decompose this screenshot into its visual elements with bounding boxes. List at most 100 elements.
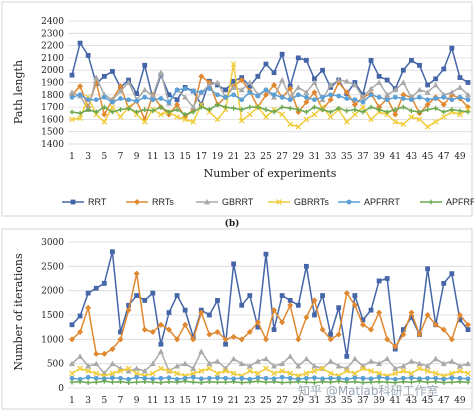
y-tick-label: 1700 [41, 103, 64, 113]
series-apfrrt-point [457, 375, 463, 381]
y-tick-label: 1600 [41, 115, 64, 125]
series-gbrrts-point [101, 119, 108, 125]
series-rrts-point [279, 319, 286, 326]
series-gbrrt-point [456, 84, 463, 90]
series-gbrrt-point [359, 94, 366, 100]
series-gbrrt-point [456, 363, 463, 369]
series-gbrrt-point [392, 365, 399, 371]
x-tick-label: 15 [179, 396, 191, 406]
series-gbrrts-point [238, 117, 245, 124]
series-gbrrts-point [360, 365, 366, 372]
series-apfrrts-point [400, 104, 406, 110]
series-rrt-point [247, 83, 253, 89]
series-rrt-point [368, 57, 374, 63]
top-x-tick-labels: 1 3 5 7 9 11 13 15 17 19 21 23 25 27 29 31 33 35 37 39 41 43 4… [69, 152, 466, 162]
series-apfrrt-point [142, 375, 148, 381]
series-apfrrts-point [110, 109, 115, 115]
series-apfrrts-point [417, 378, 422, 384]
series-rrt-point [93, 285, 99, 291]
series-rrt-point [352, 293, 358, 298]
series-apfrrt-point [134, 98, 140, 104]
series-apfrrt-point [118, 375, 123, 381]
series-rrt-point [344, 353, 350, 359]
series-apfrrts-point [425, 107, 430, 112]
series-rrt-point [441, 280, 447, 286]
x-tick-label: 5 [101, 152, 107, 162]
series-gbrrt-point [141, 86, 148, 93]
series-gbrrt-point [214, 358, 221, 364]
series-apfrrt-point [392, 94, 398, 100]
series-gbrrts-point [133, 370, 140, 377]
series-gbrrts-point [327, 370, 334, 377]
legend-label: GBRRTs [294, 197, 329, 207]
series-rrt-point [69, 322, 75, 328]
series-rrt-point [77, 313, 83, 319]
series-rrt-point [166, 310, 172, 315]
legend-swatch-marker [134, 199, 140, 205]
series-rrts-point [351, 302, 358, 309]
series-gbrrts-point [166, 368, 172, 374]
series-apfrrt-point [384, 97, 390, 103]
series-apfrrts-point [101, 104, 107, 110]
series-apfrrt-point [303, 94, 309, 100]
series-rrt-point [166, 92, 172, 98]
series-gbrrt-point [133, 365, 140, 371]
series-apfrrts-point [93, 379, 99, 385]
series-rrts-point [85, 304, 92, 311]
series-gbrrts-point [133, 111, 140, 118]
series-rrt-point [368, 307, 374, 313]
legend-swatch-marker [428, 199, 434, 205]
x-tick-label: 45 [422, 396, 434, 406]
series-apfrrts-point [271, 379, 277, 385]
series-rrt-point [223, 87, 228, 93]
series-rrts-point [319, 326, 326, 333]
legend-label: APFRRT [364, 197, 400, 207]
series-rrt-point [77, 40, 83, 46]
series-rrt-point [215, 298, 220, 303]
series-apfrrts-point [303, 379, 309, 385]
series-rrt-point [231, 261, 237, 267]
series-gbrrts-point [424, 368, 431, 374]
series-gbrrt-point [368, 85, 375, 92]
series-apfrrt-point [93, 375, 99, 381]
series-apfrrt-point [182, 86, 188, 92]
series-gbrrt-point [230, 355, 237, 362]
series-rrts-point [165, 326, 172, 333]
series-gbrrts-point [319, 365, 326, 372]
series-apfrrts-point [158, 104, 164, 110]
series-gbrrt-point [246, 79, 253, 85]
x-tick-label: 41 [390, 152, 401, 162]
series-gbrrts-point [440, 114, 447, 120]
series-rrts-point [432, 321, 439, 328]
series-apfrrt-point [247, 89, 253, 95]
series-gbrrt-point [190, 104, 197, 110]
series-apfrrt-point [417, 94, 422, 100]
series-rrt-point [425, 266, 430, 272]
y-tick-label: 1900 [41, 79, 64, 89]
series-gbrrts-point [408, 370, 415, 377]
series-gbrrt-point [303, 89, 310, 95]
series-gbrrts-point [230, 370, 237, 377]
series-apfrrt-point [417, 376, 422, 382]
series-gbrrt-point [448, 89, 455, 95]
series-rrts-point [295, 336, 302, 343]
series-apfrrt-point [279, 374, 285, 380]
series-rrt-point [303, 57, 309, 63]
series-gbrrt-point [271, 363, 278, 369]
series-gbrrts-point [295, 372, 302, 379]
series-apfrrt-point [215, 92, 220, 98]
series-apfrrts-point [336, 378, 342, 384]
series-rrt-point [433, 76, 439, 82]
series-rrts-point [133, 270, 140, 277]
series-gbrrts-point [392, 370, 399, 377]
series-gbrrt-point [416, 360, 423, 367]
series-apfrrt-point [150, 97, 156, 103]
series-gbrrts-point [69, 116, 75, 123]
series-apfrrts-point [376, 379, 382, 385]
series-gbrrt-point [69, 89, 75, 95]
x-tick-label: 21 [228, 396, 239, 406]
series-gbrrts-point [448, 370, 455, 377]
series-apfrrts-point [352, 107, 358, 112]
watermark-text: 知乎 @Matlab科研工作室 [298, 383, 439, 398]
series-gbrrts-point [255, 370, 261, 377]
